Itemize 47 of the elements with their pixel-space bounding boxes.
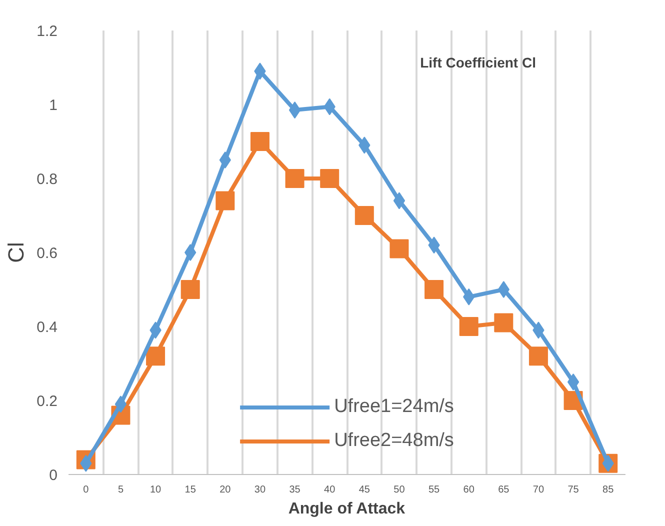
x-tick-label: 30 — [254, 484, 266, 496]
x-tick-label: 20 — [220, 484, 232, 496]
point — [219, 152, 231, 168]
x-tick-label: 40 — [324, 484, 336, 496]
point — [498, 281, 510, 298]
point — [285, 169, 304, 188]
point — [354, 206, 374, 225]
x-axis-title: Angle of Attack — [288, 500, 406, 518]
point — [114, 396, 127, 413]
point — [393, 192, 406, 210]
point — [216, 191, 235, 210]
point — [390, 239, 409, 258]
point — [146, 346, 166, 366]
legend-label: Ufree2=48m/s — [334, 430, 454, 452]
x-tick-label: 85 — [602, 484, 614, 496]
point — [567, 374, 580, 390]
y-tick-label: 0.8 — [36, 171, 58, 188]
x-tick-label: 15 — [184, 484, 196, 496]
point — [528, 346, 548, 366]
y-tick-label: 0.2 — [36, 393, 58, 410]
y-tick-label: 1 — [49, 97, 58, 114]
point — [459, 317, 478, 336]
x-tick-label: 10 — [150, 484, 162, 496]
y-tick-label: 0.4 — [36, 319, 58, 336]
x-tick-label: 35 — [289, 484, 301, 496]
y-axis-title: Cl — [4, 242, 29, 263]
point — [494, 313, 514, 332]
x-tick-label: 70 — [532, 484, 544, 496]
point — [288, 102, 301, 119]
x-tick-label: 60 — [463, 484, 475, 496]
x-tick-label: 50 — [394, 484, 406, 496]
x-tick-label: 65 — [498, 484, 510, 496]
x-tick-label: 75 — [568, 484, 580, 496]
x-tick-label: 0 — [83, 484, 90, 496]
point — [320, 169, 340, 188]
point — [424, 280, 444, 299]
y-tick-label: 1.2 — [36, 23, 58, 40]
x-tick-label: 55 — [428, 484, 440, 496]
text: Lift Coefficient Cl — [420, 54, 536, 70]
point — [180, 280, 200, 299]
legend-label: Ufree1=24m/s — [334, 396, 454, 418]
x-tick-label: 45 — [358, 484, 370, 496]
y-tick-label: 0.6 — [36, 245, 58, 262]
point — [184, 244, 196, 261]
x-tick-label: 5 — [118, 484, 124, 496]
y-tick-label: 0 — [49, 467, 58, 484]
point — [250, 132, 270, 151]
